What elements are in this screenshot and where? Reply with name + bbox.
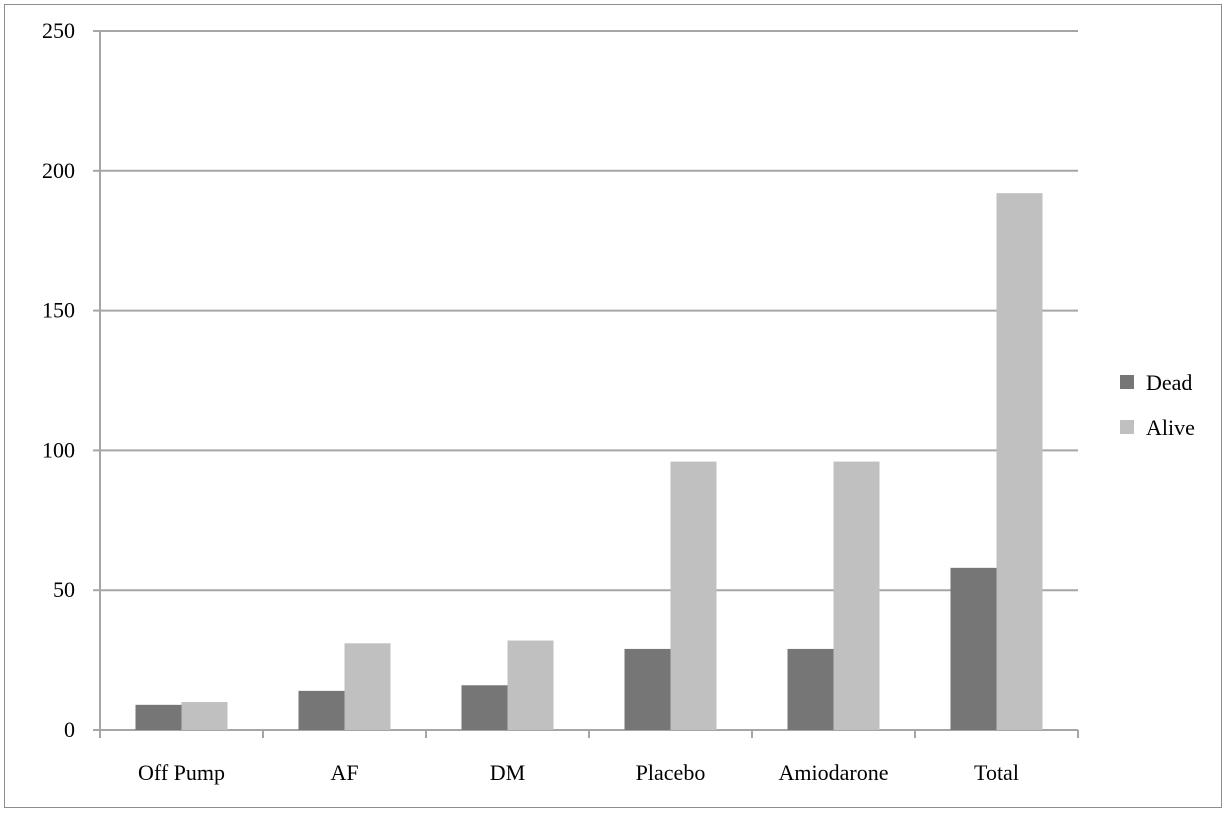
y-tick-label: 150 [42, 298, 75, 323]
x-category-label: DM [490, 760, 525, 785]
x-category-label: Amiodarone [779, 760, 889, 785]
bar-dead [135, 704, 182, 730]
y-tick-label: 100 [42, 437, 75, 462]
bar-alive [344, 643, 391, 730]
legend-label-dead: Dead [1146, 370, 1192, 395]
x-category-label: AF [330, 760, 358, 785]
bar-alive [181, 702, 228, 730]
bar-alive [507, 640, 554, 730]
y-tick-label: 0 [64, 717, 75, 742]
legend-label-alive: Alive [1146, 415, 1195, 440]
bar-alive [833, 461, 880, 730]
bar-dead [624, 648, 671, 730]
x-category-label: Total [974, 760, 1019, 785]
bar-alive [670, 461, 717, 730]
y-tick-label: 50 [53, 577, 75, 602]
x-category-label: Off Pump [138, 760, 225, 785]
x-category-label: Placebo [636, 760, 706, 785]
bar-dead [787, 648, 834, 730]
y-tick-label: 200 [42, 158, 75, 183]
legend-swatch-dead [1120, 375, 1134, 389]
bar-dead [298, 690, 345, 730]
y-tick-label: 250 [42, 18, 75, 43]
legend-swatch-alive [1120, 420, 1134, 434]
bar-dead [950, 567, 997, 730]
bar-dead [461, 685, 508, 730]
bar-alive [996, 193, 1043, 731]
